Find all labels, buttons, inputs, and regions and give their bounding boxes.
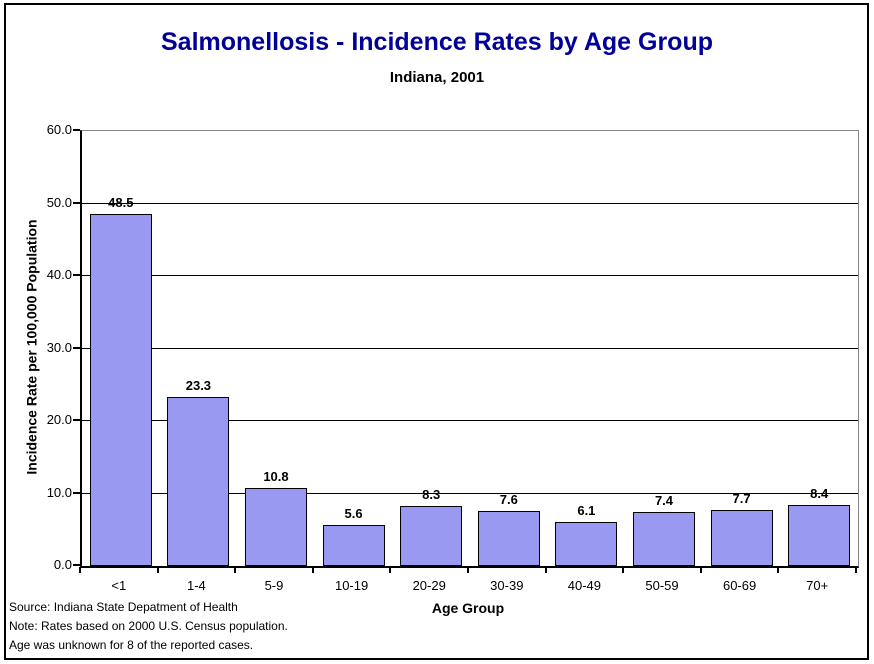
bar bbox=[322, 525, 385, 566]
x-tick-label: 20-29 bbox=[412, 578, 446, 593]
x-tick-label: <1 bbox=[111, 578, 127, 593]
bar bbox=[788, 505, 851, 566]
bar-value-label: 5.6 bbox=[344, 506, 363, 522]
bar-value-label: 10.8 bbox=[263, 468, 289, 484]
y-tick-mark bbox=[73, 274, 80, 276]
bar-slot: 7.7 bbox=[703, 131, 781, 566]
x-tick-mark bbox=[156, 567, 159, 573]
x-tick-label: 50-59 bbox=[645, 578, 679, 593]
bar-value-label: 7.6 bbox=[499, 491, 518, 507]
x-tick-label: 60-69 bbox=[722, 578, 757, 593]
bar bbox=[167, 397, 230, 566]
bar bbox=[632, 512, 695, 566]
y-tick-label: 10.0 bbox=[46, 484, 72, 500]
bar-slot: 23.3 bbox=[160, 131, 238, 566]
gridline bbox=[82, 347, 858, 349]
bar-slot: 5.6 bbox=[315, 131, 393, 566]
chart-subtitle: Indiana, 2001 bbox=[389, 69, 485, 86]
bar bbox=[244, 487, 307, 566]
footnote-note: Note: Rates based on 2000 U.S. Census po… bbox=[9, 619, 288, 633]
x-tick-mark bbox=[79, 567, 81, 573]
gridline bbox=[82, 202, 858, 204]
bar-slot: 8.4 bbox=[780, 131, 858, 566]
y-tick-mark bbox=[73, 491, 80, 494]
bar bbox=[89, 214, 152, 566]
bar-value-label: 48.5 bbox=[108, 195, 134, 211]
footnotes: Source: Indiana State Depatment of Healt… bbox=[9, 598, 429, 655]
y-tick-label: 50.0 bbox=[46, 194, 72, 210]
bar-slot: 7.4 bbox=[625, 131, 703, 566]
bar-value-label: 7.4 bbox=[654, 493, 674, 509]
x-tick-label: 10-19 bbox=[334, 578, 369, 593]
gridline bbox=[82, 275, 858, 277]
x-tick-label: 30-39 bbox=[490, 578, 524, 593]
gridline bbox=[82, 492, 858, 494]
footnote-unknown: Age was unknown for 8 of the reported ca… bbox=[9, 638, 254, 652]
bar bbox=[555, 521, 618, 566]
y-tick-label: 20.0 bbox=[46, 412, 72, 427]
bar-value-label: 23.3 bbox=[185, 378, 212, 394]
x-tick-mark bbox=[389, 567, 392, 573]
bar bbox=[477, 510, 540, 566]
x-axis-title: Age Group bbox=[431, 600, 505, 616]
y-tick-mark bbox=[73, 201, 80, 204]
plot-area: 48.5 23.3 10.8 5.6 8.3 7.6 6.1 7.4 7.7 8.4 bbox=[80, 130, 859, 568]
y-tick-label: 40.0 bbox=[46, 267, 72, 282]
bar bbox=[400, 505, 463, 566]
x-tick-mark bbox=[855, 567, 857, 573]
x-tick-mark bbox=[699, 567, 702, 573]
bar-value-label: 6.1 bbox=[577, 502, 596, 518]
bar-value-label: 7.7 bbox=[732, 491, 751, 507]
y-tick-mark bbox=[73, 564, 80, 566]
bar-slot: 8.3 bbox=[392, 131, 470, 566]
x-tick-label: 1-4 bbox=[186, 578, 206, 593]
x-tick-mark bbox=[234, 567, 237, 573]
footnote-source: Source: Indiana State Depatment of Healt… bbox=[9, 600, 238, 614]
bar-slot: 7.6 bbox=[470, 131, 548, 566]
x-tick-mark bbox=[467, 567, 469, 573]
bar-slot: 10.8 bbox=[237, 131, 315, 566]
y-tick-mark bbox=[73, 419, 80, 421]
bar-value-label: 8.3 bbox=[422, 486, 441, 502]
bar bbox=[710, 510, 773, 566]
bar-slot: 48.5 bbox=[82, 131, 160, 566]
y-tick-label: 30.0 bbox=[46, 339, 72, 355]
bar-slot: 6.1 bbox=[548, 131, 626, 566]
x-tick-mark bbox=[777, 567, 780, 573]
x-tick-label: 70+ bbox=[806, 578, 829, 593]
x-tick-mark bbox=[311, 567, 314, 573]
x-tick-label: 5-9 bbox=[264, 578, 284, 593]
gridline bbox=[82, 420, 858, 422]
y-tick-mark bbox=[73, 346, 80, 349]
chart-title: Salmonellosis - Incidence Rates by Age G… bbox=[161, 28, 713, 56]
x-tick-mark bbox=[544, 567, 547, 573]
y-tick-mark bbox=[73, 129, 80, 131]
x-tick-label: 40-49 bbox=[567, 578, 602, 593]
x-tick-mark bbox=[622, 567, 625, 573]
y-tick-label: 0.0 bbox=[53, 557, 72, 572]
bar-value-label: 8.4 bbox=[810, 486, 829, 502]
y-tick-label: 60.0 bbox=[46, 122, 72, 137]
